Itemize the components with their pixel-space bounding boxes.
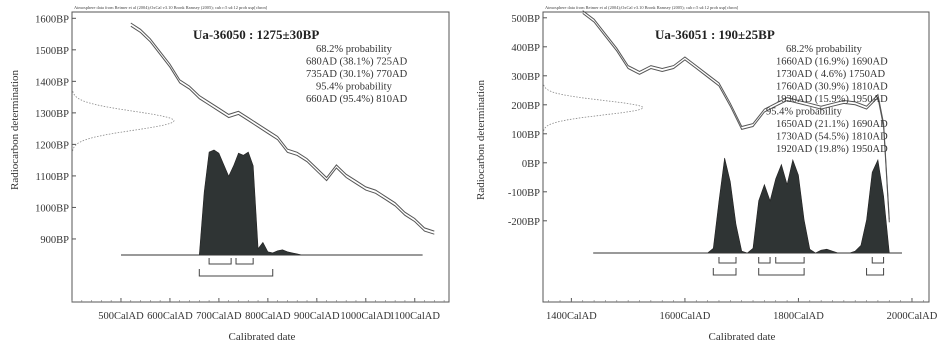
probability-text: 68.2% probability 680AD (38.1%) 725AD735A… — [306, 44, 408, 105]
y-tick-label-1: 1500BP — [35, 46, 69, 57]
plot-frame — [542, 11, 930, 303]
range-68-1 — [235, 258, 254, 265]
prob-line-1: 1660AD (16.9%) 1690AD — [776, 57, 888, 68]
axis-ticks-layer: 500CalAD 600CalAD 700CalAD 800CalAD 900CalAD… — [35, 14, 445, 322]
prob-line-0: 68.2% probability — [316, 44, 393, 55]
atmosphere-note: Atmosphere data from Reimer et al (2004)… — [545, 5, 739, 10]
x-tick-label-6: 1100CalAD — [390, 311, 441, 322]
calibration-curve-upper — [130, 22, 435, 232]
calibration-curve — [582, 10, 890, 223]
calibration-curve — [130, 22, 435, 235]
x-tick-label-3: 800CalAD — [245, 311, 291, 322]
plot-frame — [71, 11, 450, 303]
x-tick-label-2: 700CalAD — [196, 311, 242, 322]
prob-line-3: 95.4% probability — [316, 82, 393, 93]
y-axis-label: Radiocarbon determination — [475, 79, 487, 200]
measured-distribution — [543, 84, 644, 132]
y-tick-label-6: -100BP — [508, 188, 540, 199]
chart-title: Ua-36051 : 190±25BP — [655, 27, 775, 42]
y-tick-label-6: 1000BP — [35, 203, 69, 214]
x-axis-label: Calibrated date — [229, 331, 296, 343]
range-95-2 — [866, 268, 885, 276]
y-tick-label-2: 1400BP — [35, 77, 69, 88]
measured-gaussian — [543, 84, 644, 132]
y-tick-label-5: 0BP — [522, 159, 540, 170]
x-axis-label: Calibrated date — [709, 331, 776, 343]
range-68-1 — [758, 257, 771, 264]
calibration-curve-lower — [582, 13, 890, 223]
prob-line-2: 735AD (30.1%) 770AD — [306, 69, 408, 80]
x-tick-label-5: 1000CalAD — [340, 311, 391, 322]
y-tick-label-0: 500BP — [511, 14, 540, 25]
y-tick-label-5: 1100BP — [36, 172, 70, 183]
y-tick-label-3: 200BP — [511, 101, 540, 112]
x-tick-label-1: 600CalAD — [147, 311, 193, 322]
measured-gaussian — [72, 90, 175, 152]
prob-line-1: 680AD (38.1%) 725AD — [306, 57, 408, 68]
y-tick-label-4: 1200BP — [35, 140, 69, 151]
x-tick-label-3: 2000CalAD — [887, 311, 938, 322]
range-68-3 — [871, 257, 885, 264]
range-95-0 — [198, 269, 274, 277]
prob-line-8: 1920AD (19.8%) 1950AD — [776, 144, 888, 155]
calibration-curve-lower — [130, 25, 435, 235]
y-axis-label: Radiocarbon determination — [9, 69, 21, 190]
x-tick-label-2: 1800CalAD — [773, 311, 824, 322]
range-68-0 — [718, 257, 737, 264]
y-tick-label-0: 1600BP — [35, 14, 69, 25]
y-tick-label-2: 300BP — [511, 72, 540, 83]
y-tick-label-1: 400BP — [511, 43, 540, 54]
axis-ticks-layer: 1400CalAD 1600CalAD 1800CalAD 2000CalAD 500B… — [508, 14, 938, 322]
x-tick-label-0: 1400CalAD — [546, 311, 597, 322]
chart-right: Atmosphere data from Reimer et al (2004)… — [475, 5, 938, 343]
prob-line-7: 1730AD (54.5%) 1810AD — [776, 132, 888, 143]
x-tick-label-1: 1600CalAD — [660, 311, 711, 322]
x-tick-label-0: 500CalAD — [98, 311, 144, 322]
atmosphere-note: Atmosphere data from Reimer et al (2004)… — [74, 5, 268, 10]
prob-line-3: 1760AD (30.9%) 1810AD — [776, 82, 888, 93]
prob-line-6: 1650AD (21.1%) 1690AD — [776, 119, 888, 130]
prob-line-5: 95.4% probability — [766, 107, 843, 118]
posterior-distribution — [121, 149, 423, 256]
y-tick-label-7: -200BP — [508, 217, 540, 228]
prob-line-4: 660AD (95.4%) 810AD — [306, 94, 408, 105]
x-tick-label-4: 900CalAD — [294, 311, 340, 322]
prob-line-4: 1930AD (15.9%) 1950AD — [776, 94, 888, 105]
range-68-2 — [775, 257, 805, 264]
y-tick-label-4: 100BP — [511, 130, 540, 141]
y-tick-label-7: 900BP — [40, 235, 69, 246]
range-68-0 — [208, 258, 232, 265]
prob-line-0: 68.2% probability — [786, 44, 863, 55]
chart-title: Ua-36050 : 1275±30BP — [193, 27, 319, 42]
y-tick-label-3: 1300BP — [35, 109, 69, 120]
posterior-area — [706, 157, 890, 254]
posterior-distribution — [593, 157, 902, 254]
calibration-curve-upper — [582, 10, 890, 220]
probability-ranges — [198, 258, 274, 277]
range-95-1 — [758, 268, 805, 276]
posterior-area — [198, 149, 303, 256]
prob-line-2: 1730AD ( 4.6%) 1750AD — [776, 69, 885, 80]
probability-ranges — [712, 257, 885, 276]
measured-distribution — [72, 90, 175, 152]
chart-left: Atmosphere data from Reimer et al (2004)… — [9, 5, 450, 343]
range-95-0 — [712, 268, 737, 276]
